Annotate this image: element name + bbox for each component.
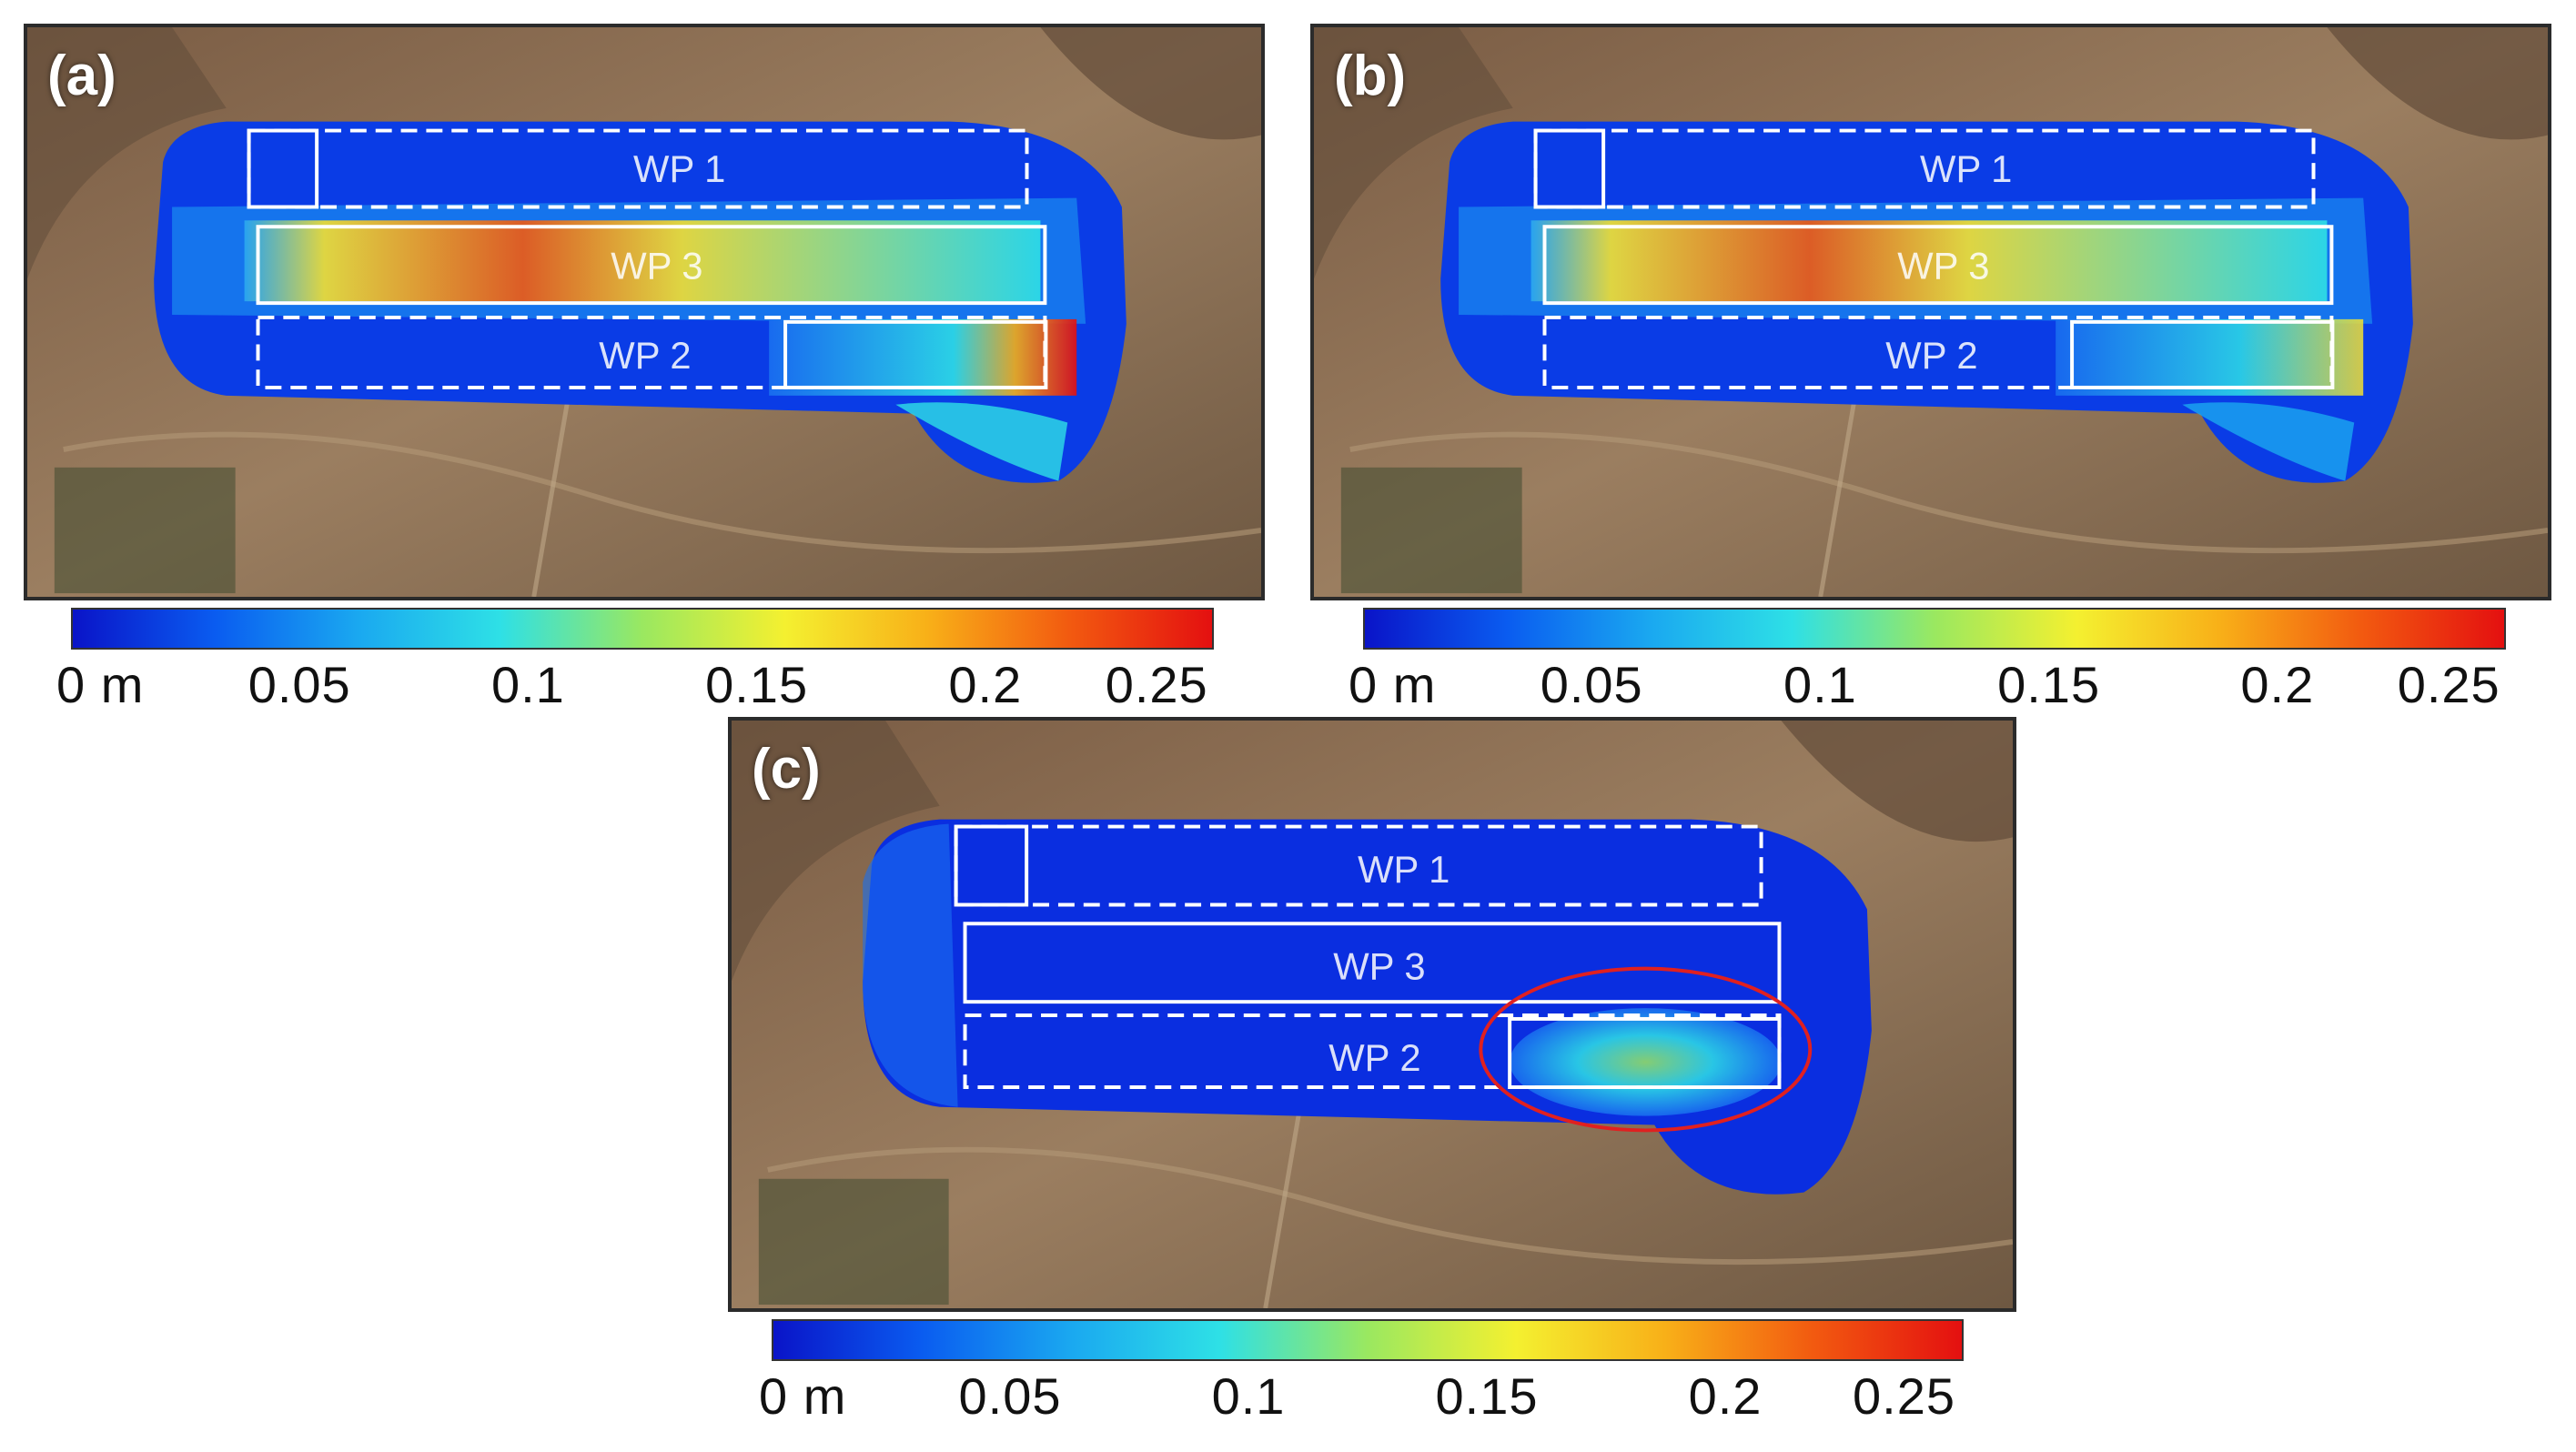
tick-label: 0.15 (1435, 1367, 1539, 1425)
colorbar-ticks-a: 0 m 0.05 0.1 0.15 0.2 0.25 (56, 655, 1214, 713)
tick-label: 0.25 (2397, 656, 2500, 713)
wp1-label: WP 1 (1358, 848, 1450, 891)
wp3-outline (256, 225, 1047, 306)
map-panel-a: WP 1 WP 3 WP 2 (a) (24, 24, 1265, 600)
colorbar-b (1363, 608, 2506, 650)
wp3-label: WP 3 (611, 245, 702, 287)
tick-label: 0.1 (1211, 1367, 1286, 1425)
wp2-label: WP 2 (1328, 1036, 1420, 1079)
map-b: WP 1 WP 3 WP 2 (1314, 27, 2548, 597)
map-c: WP 1 WP 3 WP 2 (732, 721, 2013, 1308)
tick-label: 0.2 (948, 656, 1023, 713)
panel-label-a: (a) (47, 45, 116, 107)
tick-label: 0 m (1349, 656, 1437, 713)
tick-label: 0 m (759, 1367, 847, 1425)
colorbar-ticks-c: 0 m 0.05 0.1 0.15 0.2 0.25 (759, 1366, 1964, 1425)
map-panel-b: WP 1 WP 3 WP 2 (b) (1310, 24, 2551, 600)
wp1-outline (247, 128, 1029, 209)
wp2-end-box (783, 319, 1048, 389)
tick-label: 0.2 (1688, 1367, 1763, 1425)
tick-label: 0.15 (1997, 656, 2101, 713)
map-panel-c: WP 1 WP 3 WP 2 (c) (728, 717, 2016, 1312)
wp2-label: WP 2 (599, 334, 691, 377)
wp1-start-box (247, 128, 319, 209)
wp3-label: WP 3 (1333, 945, 1425, 988)
panel-label-b: (b) (1334, 45, 1407, 107)
tick-label: 0.05 (958, 1367, 1062, 1425)
tick-label: 0.05 (1540, 656, 1643, 713)
wp3-label: WP 3 (1897, 245, 1989, 287)
wp1-start-box (1533, 128, 1606, 209)
tick-label: 0.05 (247, 656, 351, 713)
wp1-label: WP 1 (1920, 147, 2012, 190)
highlight-ellipse (1479, 966, 1813, 1133)
tick-label: 0.25 (1105, 656, 1208, 713)
colorbar-a (71, 608, 1214, 650)
tick-label: 0 m (56, 656, 145, 713)
wp3-outline (1542, 225, 2334, 306)
wp2-end-box (1508, 1016, 1782, 1089)
wp3-outline (963, 922, 1782, 1004)
wp2-label: WP 2 (1885, 334, 1977, 377)
wp2-end-box (2070, 319, 2335, 389)
tick-label: 0.1 (490, 656, 565, 713)
panel-label-c: (c) (752, 738, 821, 801)
colorbar-ticks-b: 0 m 0.05 0.1 0.15 0.2 0.25 (1349, 655, 2506, 713)
wp1-outline (1533, 128, 2316, 209)
tick-label: 0.15 (705, 656, 809, 713)
tick-label: 0.2 (2240, 656, 2315, 713)
tick-label: 0.25 (1853, 1367, 1955, 1425)
tick-label: 0.1 (1783, 656, 1857, 713)
colorbar-c (772, 1319, 1964, 1361)
map-a: WP 1 WP 3 WP 2 (27, 27, 1261, 597)
wp1-label: WP 1 (633, 147, 725, 190)
wp1-start-box (954, 824, 1029, 907)
